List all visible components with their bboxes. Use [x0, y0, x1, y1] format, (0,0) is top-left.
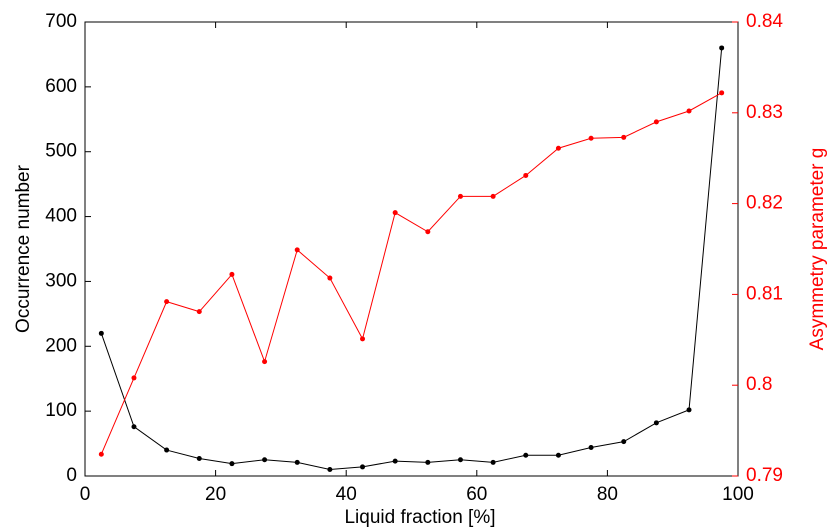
y2-tick-label: 0.79 [746, 465, 783, 486]
data-point [262, 457, 268, 463]
data-point [327, 275, 333, 281]
data-point [262, 359, 268, 365]
y2-tick-label: 0.84 [746, 11, 783, 32]
data-point [294, 459, 300, 465]
data-point [457, 457, 463, 463]
data-point [588, 444, 594, 450]
x-tick-label: 80 [597, 484, 618, 505]
x-tick-label: 0 [80, 484, 91, 505]
x-tick-label: 60 [466, 484, 487, 505]
data-point [164, 299, 170, 305]
data-point [98, 330, 104, 336]
data-point [392, 458, 398, 464]
data-point [360, 464, 366, 470]
y2-tick-label: 0.81 [746, 283, 783, 304]
y-tick-label: 0 [66, 465, 77, 486]
y2-tick-label: 0.8 [746, 374, 772, 395]
data-point [490, 193, 496, 199]
data-point [490, 459, 496, 465]
data-point [588, 135, 594, 141]
data-point [555, 145, 561, 151]
data-point [229, 271, 235, 277]
data-point [719, 90, 725, 96]
data-point [523, 172, 529, 178]
x-tick-label: 40 [336, 484, 357, 505]
data-point [523, 452, 529, 458]
y2-tick-label: 0.82 [746, 193, 783, 214]
data-point [131, 375, 137, 381]
y2-tick-label: 0.83 [746, 102, 783, 123]
data-point [686, 108, 692, 114]
data-point [653, 119, 659, 125]
y-tick-label: 400 [45, 206, 77, 227]
x-axis-label: Liquid fraction [%] [344, 507, 495, 528]
y-axis-label: Occurrence number [13, 164, 34, 333]
series-line [100, 92, 722, 455]
data-point [621, 439, 627, 445]
data-point [686, 407, 692, 413]
plot-frame [84, 21, 739, 477]
y-tick-label: 600 [45, 76, 77, 97]
data-point [425, 229, 431, 235]
data-point [327, 467, 333, 473]
x-tick-label: 20 [205, 484, 226, 505]
data-point [131, 424, 137, 430]
data-point [164, 447, 170, 453]
data-point [555, 452, 561, 458]
data-point [360, 336, 366, 342]
y-tick-label: 200 [45, 335, 77, 356]
data-point [229, 461, 235, 467]
data-point [621, 134, 627, 140]
data-point [294, 247, 300, 253]
data-point [457, 193, 463, 199]
y-tick-label: 700 [45, 11, 77, 32]
data-point [653, 420, 659, 426]
y2-axis-label: Asymmetry parameter g [807, 148, 828, 351]
data-point [425, 459, 431, 465]
data-point [392, 210, 398, 216]
series-line [100, 47, 723, 471]
y-tick-label: 500 [45, 141, 77, 162]
x-tick-label: 100 [722, 484, 754, 505]
data-point [98, 451, 104, 457]
data-point [196, 309, 202, 315]
y-tick-label: 100 [45, 400, 77, 421]
y-tick-label: 300 [45, 270, 77, 291]
data-point [719, 45, 725, 51]
data-point [196, 455, 202, 461]
